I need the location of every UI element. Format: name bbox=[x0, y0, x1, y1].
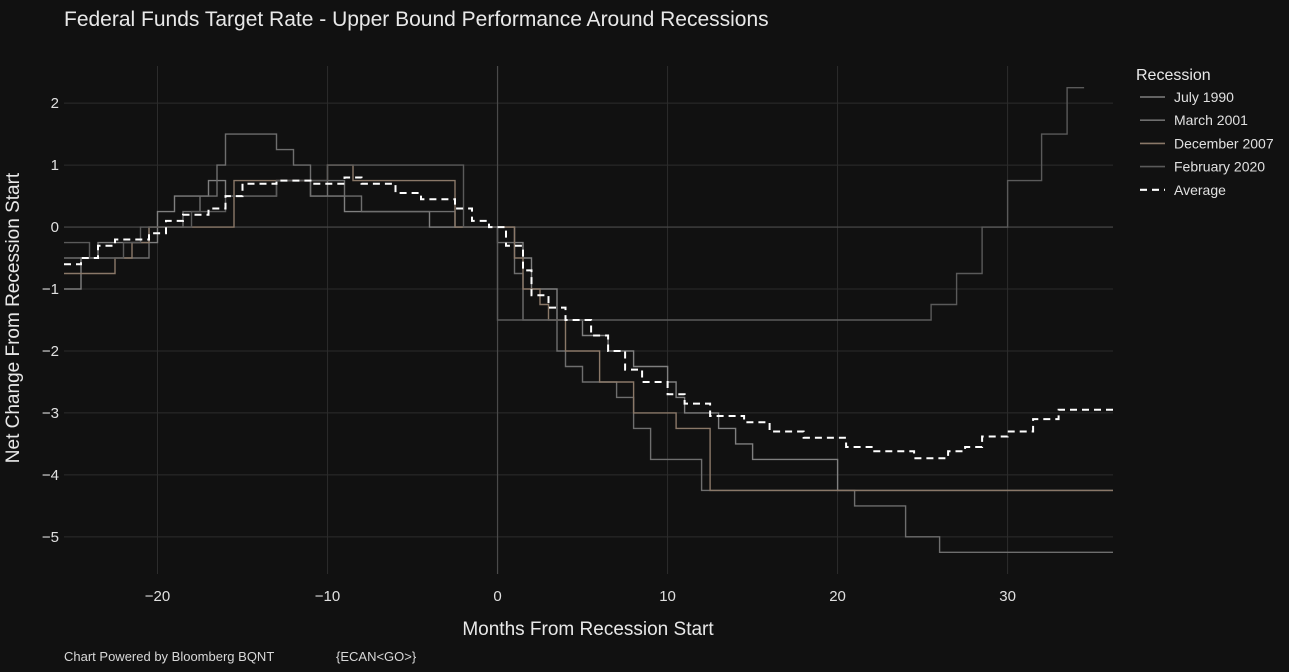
y-tick-label: −1 bbox=[42, 281, 59, 298]
legend-label: February 2020 bbox=[1174, 159, 1265, 175]
series-line-average bbox=[64, 176, 1113, 460]
series-layer bbox=[64, 87, 1113, 553]
x-tick-label: 30 bbox=[999, 588, 1016, 605]
legend-label: December 2007 bbox=[1174, 135, 1274, 151]
legend-label: March 2001 bbox=[1174, 112, 1248, 128]
legend-title: Recession bbox=[1136, 67, 1211, 84]
x-tick-label: 0 bbox=[493, 588, 501, 605]
footer-powered-by: Chart Powered by Bloomberg BQNT bbox=[64, 649, 274, 664]
y-tick-label: 2 bbox=[51, 95, 59, 112]
x-tick-label: 10 bbox=[659, 588, 676, 605]
y-tick-label: −3 bbox=[42, 405, 59, 422]
x-tick-label: −10 bbox=[315, 588, 340, 605]
x-tick-label: −20 bbox=[145, 588, 170, 605]
x-axis-ticks: −20 −10 0 10 20 30 bbox=[145, 588, 1016, 605]
y-tick-label: −4 bbox=[42, 467, 59, 484]
x-tick-label: 20 bbox=[829, 588, 846, 605]
y-tick-label: 0 bbox=[51, 219, 59, 236]
y-tick-label: −5 bbox=[42, 529, 59, 546]
y-axis-ticks: 2 1 0 −1 −2 −3 −4 −5 bbox=[42, 95, 59, 546]
chart-title: Federal Funds Target Rate - Upper Bound … bbox=[64, 8, 769, 31]
legend-label: Average bbox=[1174, 182, 1226, 198]
x-axis-title: Months From Recession Start bbox=[462, 619, 714, 640]
legend: Recession July 1990 March 2001 December 20… bbox=[1136, 67, 1274, 198]
series-line-july-1990 bbox=[64, 179, 1113, 492]
legend-label: July 1990 bbox=[1174, 89, 1234, 105]
y-axis-title: Net Change From Recession Start bbox=[3, 172, 24, 463]
y-tick-label: −2 bbox=[42, 343, 59, 360]
footer-ticker: {ECAN<GO>} bbox=[336, 649, 417, 664]
y-tick-label: 1 bbox=[51, 157, 59, 174]
